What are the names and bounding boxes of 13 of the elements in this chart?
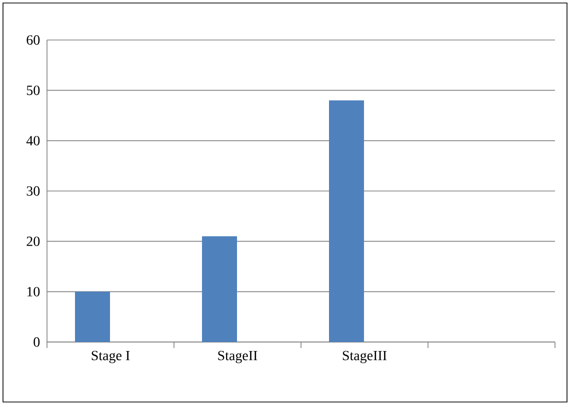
y-tick-label: 10: [27, 286, 40, 296]
y-tick-label: 0: [34, 337, 40, 347]
bar: [329, 100, 364, 342]
bar: [75, 292, 110, 342]
x-tick-label: StageII: [218, 350, 258, 364]
y-tick-label: 30: [26, 186, 40, 196]
y-tick-label: 60: [26, 35, 40, 45]
x-tick-label: Stage I: [92, 350, 130, 364]
y-tick-label: 20: [26, 236, 40, 246]
y-tick-label: 40: [26, 136, 40, 146]
bar: [202, 236, 238, 342]
y-tick-label: 50: [26, 86, 40, 96]
x-tick-label: StageIII: [342, 350, 387, 364]
